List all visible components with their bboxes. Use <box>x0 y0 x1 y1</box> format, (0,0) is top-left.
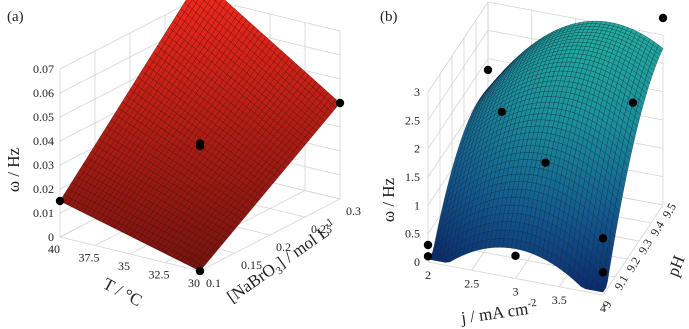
data-point <box>628 98 638 107</box>
z-tick-label: 1 <box>414 198 420 212</box>
grid-line <box>427 1 489 93</box>
surface-cell <box>215 0 223 5</box>
surface-cell <box>486 83 493 91</box>
y-tick-label: 0.3 <box>346 204 361 218</box>
data-point <box>423 240 433 250</box>
z-tick-label: 0 <box>48 230 54 244</box>
panel-b-x-axis-label: j / mA cm-2 <box>459 297 539 328</box>
grid-line <box>427 30 489 121</box>
data-point <box>55 196 65 206</box>
data-point <box>598 268 608 277</box>
panel-a-surface <box>59 0 341 272</box>
surface-cell <box>203 0 211 5</box>
y-tick-label: 9.4 <box>647 219 667 239</box>
z-tick-label: 0.01 <box>33 206 54 220</box>
x-tick-label: 3.5 <box>552 293 567 307</box>
grid-line <box>427 58 489 149</box>
y-tick-label: 9.2 <box>623 255 643 275</box>
panel-a-points <box>55 98 345 276</box>
y-tick-label: 9.1 <box>611 273 631 293</box>
y-tick-label: 0.2 <box>276 240 291 254</box>
data-point <box>598 234 608 243</box>
panel-b-surface <box>427 20 664 293</box>
z-tick-label: 0.05 <box>33 110 54 124</box>
z-tick-label: 1.5 <box>405 170 420 184</box>
panel-b-label: (b) <box>380 9 398 25</box>
panel-b-y-axis-label: pH <box>663 253 688 279</box>
x-tick-label: 35 <box>118 259 130 273</box>
x-tick-label: 2 <box>425 268 431 282</box>
y-tick-label: 9.3 <box>635 237 655 257</box>
data-point <box>195 139 205 148</box>
y-tick-label: 0.25 <box>311 222 332 236</box>
z-tick-label: 0.06 <box>33 86 54 100</box>
data-point <box>423 252 433 261</box>
data-point <box>658 13 668 23</box>
z-tick-label: 3 <box>414 85 420 99</box>
z-tick-label: 0.5 <box>405 227 420 241</box>
panel-a-tick-labels: 0 0.01 0.02 0.03 0.04 0.05 0.06 0.07 40 37.5 35 32.… <box>33 62 361 290</box>
grid-line <box>199 198 341 272</box>
panel-b-points <box>423 13 668 277</box>
z-tick-label: 0 <box>414 255 420 269</box>
x-tick-label: 40 <box>48 242 60 256</box>
panel-a-chart: 0 0.01 0.02 0.03 0.04 0.05 0.06 0.07 40 37.5 35 32.… <box>4 0 361 310</box>
z-tick-label: 0.04 <box>33 134 54 148</box>
grid-line <box>602 204 664 296</box>
panel-a-z-axis-label: ω / Hz <box>4 147 23 192</box>
data-point <box>511 251 520 261</box>
data-point <box>497 107 506 117</box>
z-tick-label: 2 <box>414 142 420 156</box>
z-tick-label: 0.03 <box>33 158 54 172</box>
y-tick-label: 0.15 <box>241 258 262 272</box>
panel-a-label: (a) <box>7 9 24 25</box>
data-point <box>335 98 345 108</box>
x-tick-label: 30 <box>188 276 200 290</box>
z-tick-label: 0.07 <box>33 62 54 76</box>
surface-cell <box>213 0 217 2</box>
x-tick-label: 4 <box>600 301 606 315</box>
x-tick-label: 3 <box>513 285 519 299</box>
data-point <box>541 158 550 167</box>
z-tick-label: 2.5 <box>405 113 420 127</box>
y-tick-label: 9.5 <box>659 201 679 221</box>
panel-b-z-axis-label: ω / Hz <box>379 177 398 222</box>
surface-cell <box>192 0 199 4</box>
panel-a-x-axis-label: T / °C <box>100 274 146 310</box>
surface-cell <box>184 0 193 7</box>
data-point <box>195 266 205 276</box>
x-tick-label: 32.5 <box>149 268 170 282</box>
z-tick-label: 0.02 <box>33 182 54 196</box>
data-point <box>483 65 493 75</box>
y-tick-label: 0.1 <box>206 276 221 290</box>
x-tick-label: 37.5 <box>79 251 100 265</box>
x-tick-label: 2.5 <box>464 276 479 290</box>
